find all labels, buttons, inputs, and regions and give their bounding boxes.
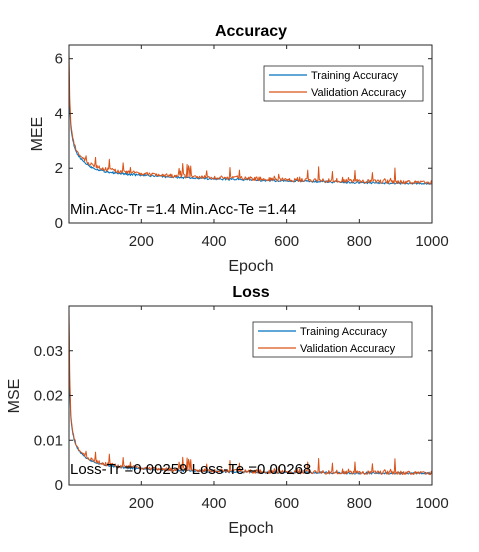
accuracy-ytick-label: 0: [55, 215, 63, 232]
loss-ylabel: MSE: [6, 379, 23, 414]
accuracy-series-validation-line: [68, 52, 433, 185]
accuracy-legend: Training Accuracy Validation Accuracy: [263, 65, 424, 102]
loss-xtick-label: 400: [201, 495, 226, 512]
accuracy-xtick-label: 400: [201, 233, 226, 250]
accuracy-series: [68, 52, 433, 185]
loss-xtick-label: 800: [347, 495, 372, 512]
accuracy-xtick-label: 800: [347, 233, 372, 250]
accuracy-legend-training-label: Training Accuracy: [311, 70, 399, 82]
loss-series: [68, 309, 433, 476]
accuracy-legend-box: [263, 65, 424, 102]
loss-ytick-label: 0.01: [34, 432, 63, 449]
loss-xtick-label: 1000: [415, 495, 448, 512]
loss-title: Loss: [232, 284, 269, 301]
accuracy-axes-box: [68, 44, 433, 224]
loss-series-validation-line: [68, 309, 433, 476]
accuracy-ytick-label: 6: [55, 51, 63, 68]
loss-legend-box: [252, 321, 413, 358]
loss-ytick-label: 0.03: [34, 343, 63, 360]
loss-legend-training-label: Training Accuracy: [300, 326, 388, 338]
loss-annotation: Loss-Tr =0.00259 Loss-Te =0.00268: [70, 461, 311, 478]
accuracy-ticks: 200 400 600 800 1000 0 2 4 6: [55, 45, 449, 250]
accuracy-xtick-label: 200: [129, 233, 154, 250]
loss-xtick-label: 200: [129, 495, 154, 512]
loss-xlabel: Epoch: [228, 520, 273, 537]
accuracy-xlabel: Epoch: [228, 258, 273, 275]
loss-xtick-label: 600: [274, 495, 299, 512]
accuracy-xtick-label: 1000: [415, 233, 448, 250]
accuracy-ylabel: MEE: [29, 117, 46, 152]
accuracy-legend-validation-label: Validation Accuracy: [311, 87, 407, 99]
accuracy-annotation: Min.Acc-Tr =1.4 Min.Acc-Te =1.44: [70, 201, 296, 218]
loss-axes-box: [68, 305, 433, 486]
loss-legend-validation-label: Validation Accuracy: [300, 343, 396, 355]
accuracy-xtick-label: 600: [274, 233, 299, 250]
accuracy-ytick-label: 2: [55, 160, 63, 177]
accuracy-title: Accuracy: [215, 23, 287, 40]
loss-ytick-label: 0: [55, 477, 63, 494]
loss-ticks: 200 400 600 800 1000 0 0.01 0.02 0.03: [34, 306, 449, 512]
accuracy-ytick-label: 4: [55, 105, 63, 122]
loss-ytick-label: 0.02: [34, 388, 63, 405]
loss-legend: Training Accuracy Validation Accuracy: [252, 321, 413, 358]
loss-chart: Loss 200 400 600 800 1000 0 0.01 0.02 0.03 Epoch…: [6, 284, 449, 537]
